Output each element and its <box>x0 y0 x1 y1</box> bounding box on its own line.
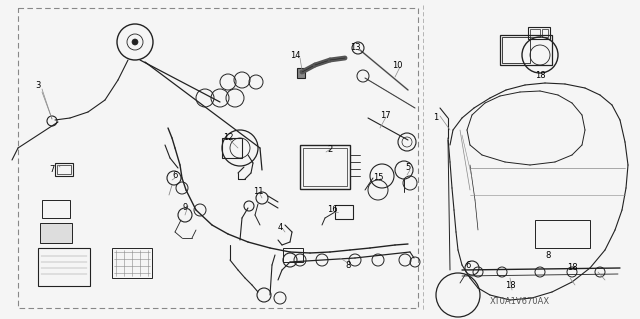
Text: 2: 2 <box>328 145 333 154</box>
Text: 3: 3 <box>35 80 41 90</box>
Text: 18: 18 <box>566 263 577 272</box>
Bar <box>57 165 71 174</box>
Text: 6: 6 <box>172 170 178 180</box>
Text: 15: 15 <box>372 174 383 182</box>
Bar <box>297 68 305 78</box>
Bar <box>500 35 552 65</box>
Text: 16: 16 <box>326 205 337 214</box>
Bar <box>335 205 353 219</box>
Bar <box>112 248 152 278</box>
Text: 18: 18 <box>505 280 515 290</box>
Text: 10: 10 <box>392 61 403 70</box>
Text: 8: 8 <box>545 250 550 259</box>
Text: 14: 14 <box>290 50 300 60</box>
Text: 5: 5 <box>405 164 411 173</box>
Bar <box>40 223 72 243</box>
Bar <box>300 145 350 189</box>
Bar <box>303 148 347 186</box>
Bar <box>528 27 550 39</box>
Bar <box>542 29 548 37</box>
Bar <box>530 29 540 37</box>
Text: 4: 4 <box>277 224 283 233</box>
Bar <box>38 248 90 286</box>
Bar <box>535 220 590 248</box>
Text: 1: 1 <box>433 114 438 122</box>
Bar <box>42 200 70 218</box>
Bar <box>283 248 303 262</box>
Bar <box>502 37 530 63</box>
Text: XT0A1V670AX: XT0A1V670AX <box>490 298 550 307</box>
Text: 12: 12 <box>223 133 233 143</box>
Text: 11: 11 <box>253 188 263 197</box>
Bar <box>55 163 73 176</box>
Text: 13: 13 <box>349 42 360 51</box>
Text: 8: 8 <box>346 261 351 270</box>
Bar <box>18 8 418 308</box>
Circle shape <box>132 39 138 45</box>
Text: 6: 6 <box>465 261 470 270</box>
Text: 18: 18 <box>534 70 545 79</box>
Bar <box>222 138 242 158</box>
Text: 7: 7 <box>49 166 54 174</box>
Text: 9: 9 <box>182 204 188 212</box>
Text: 17: 17 <box>380 110 390 120</box>
